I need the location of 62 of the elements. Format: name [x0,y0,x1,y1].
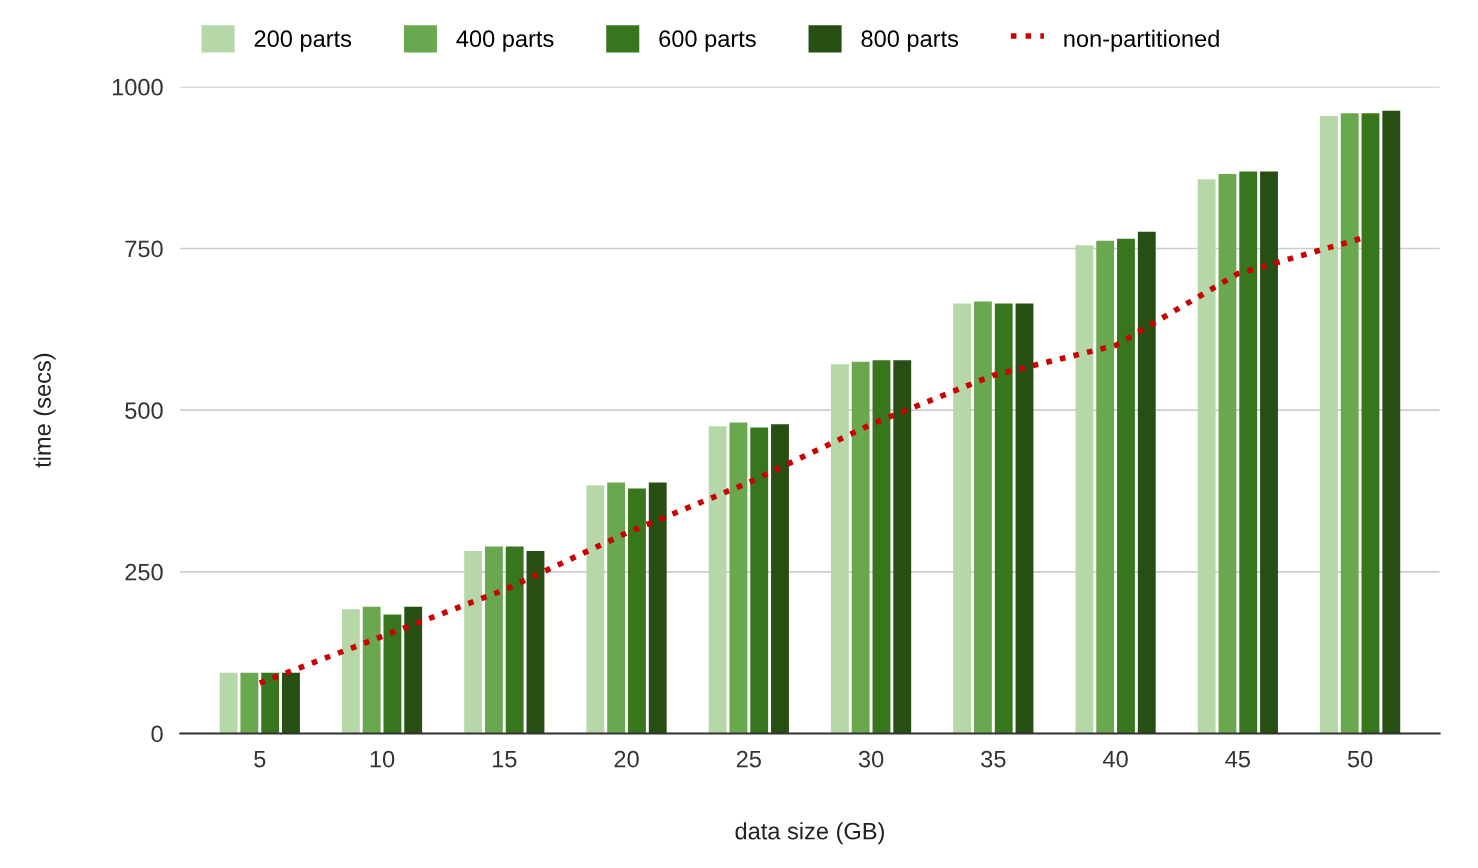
bar [282,672,300,734]
x-tick-label: 40 [1103,750,1128,768]
bar [383,614,402,734]
legend-label: 200 parts [254,30,352,52]
bar [1197,179,1216,734]
bar [1015,303,1034,734]
bar [1260,171,1278,734]
bar [974,301,992,734]
y-tick-label: 750 [125,240,163,258]
bar [708,426,727,734]
bar [607,482,626,734]
bar [404,606,423,734]
legend-label: 400 parts [456,30,554,52]
bar [750,427,769,734]
x-tick-label: 15 [492,750,517,768]
bar [830,364,849,734]
bar [648,482,667,734]
x-tick-label: 25 [736,750,761,768]
bar [893,360,912,734]
bar [729,422,748,734]
x-tick-label: 35 [981,750,1006,768]
x-tick-label: 20 [614,750,639,768]
x-tick-label: 50 [1347,750,1373,768]
bar [872,360,891,734]
bar [1361,113,1380,734]
bar [219,672,238,734]
x-tick-label: 5 [254,750,266,768]
y-tick-label: 1000 [112,78,163,96]
bar [851,361,870,734]
y-tick-label: 500 [125,402,163,419]
bar [953,303,972,734]
bar [1382,110,1401,734]
bar [1239,171,1258,734]
bar [1117,238,1135,734]
bar [362,606,381,734]
bar [628,488,646,734]
bar [484,546,503,734]
bar [1319,115,1338,734]
bar [240,672,259,734]
bar [505,546,524,734]
bar [1137,231,1156,734]
bar [1218,174,1237,734]
bar [1096,240,1115,734]
x-axis-title: data size (GB) [735,822,884,845]
y-tick-label: 0 [151,725,163,743]
legend-label: 600 parts [659,30,756,52]
y-tick-label: 250 [125,563,163,581]
bar [771,424,789,734]
bar [1340,113,1359,734]
bar [341,609,360,734]
bar [464,551,483,734]
bar [994,303,1013,734]
bar [526,551,545,734]
bar [1075,245,1094,734]
x-tick-label: 30 [858,750,884,768]
x-tick-label: 10 [370,750,395,768]
x-tick-label: 45 [1225,750,1250,768]
legend-label: 800 parts [861,30,959,52]
y-axis-title: time (secs) [33,353,56,468]
legend-label: non-partitioned [1064,29,1219,52]
bar [586,485,605,734]
bar [261,672,280,734]
